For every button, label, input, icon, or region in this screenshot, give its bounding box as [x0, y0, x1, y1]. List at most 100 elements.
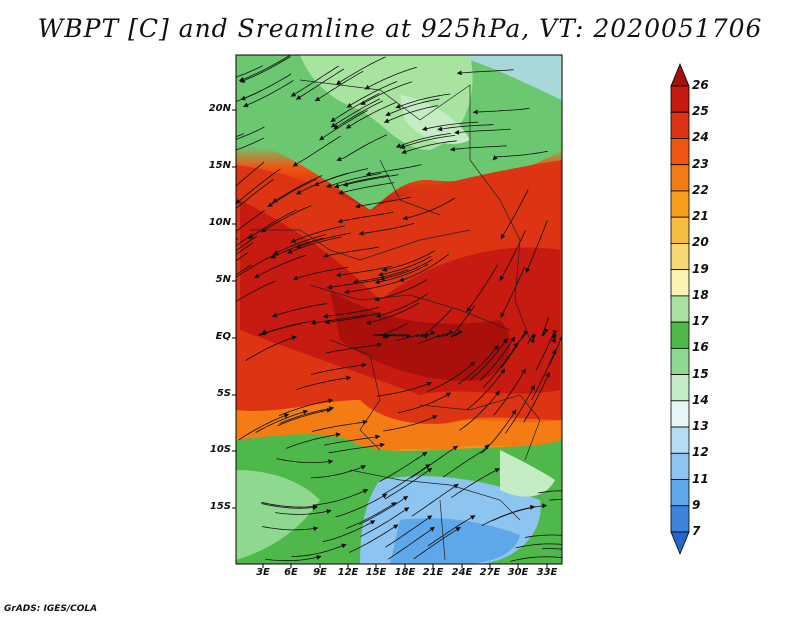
streamline-arrowhead [295, 190, 302, 195]
colorbar-label: 13 [692, 419, 709, 434]
streamline-arrowhead [511, 409, 517, 415]
streamline [523, 372, 550, 423]
streamline-arrowhead [376, 342, 383, 348]
streamline [457, 345, 499, 385]
streamline-arrowhead [457, 329, 463, 335]
streamline [311, 314, 368, 324]
lat-label: 10N [208, 217, 231, 228]
streamline [396, 93, 451, 109]
streamline-arrowhead [295, 95, 302, 100]
streamline-arrowhead [230, 210, 234, 214]
streamline-arrowhead [383, 118, 390, 123]
streamline [236, 264, 252, 276]
streamline [336, 56, 386, 85]
streamline [261, 205, 312, 233]
streamline-arrowhead [335, 432, 341, 438]
streamline [402, 140, 457, 154]
streamline-arrowhead [395, 143, 402, 148]
streamline [422, 121, 479, 130]
streamline [450, 145, 507, 151]
streamline [493, 368, 526, 416]
streamline [347, 81, 398, 108]
colorbar-swatch [670, 190, 690, 218]
streamline [417, 332, 450, 345]
colorbar-swatch [670, 269, 690, 297]
temperature-field [236, 55, 562, 564]
streamline [376, 382, 432, 397]
streamline [345, 502, 396, 529]
streamline-arrowhead [393, 524, 399, 529]
streamline-arrowhead [552, 329, 558, 336]
streamline [236, 235, 258, 252]
streamline [413, 527, 461, 560]
streamline-arrowhead [500, 234, 506, 240]
streamline [504, 385, 535, 434]
streamline [359, 222, 415, 235]
streamline [400, 135, 456, 149]
streamline [331, 98, 380, 128]
streamline-arrowhead [492, 155, 498, 161]
colorbar [670, 62, 690, 556]
streamline-arrowhead [333, 183, 340, 189]
streamline [291, 225, 345, 243]
streamline [236, 280, 276, 302]
streamline [403, 197, 456, 220]
streamline [324, 246, 380, 257]
streamline-arrowhead [254, 273, 260, 279]
streamline-arrowhead [499, 275, 505, 282]
streamline-arrowhead [455, 527, 461, 532]
streamline-arrowhead [273, 250, 279, 255]
colorbar-label: 12 [692, 445, 709, 460]
streamline [271, 237, 324, 259]
streamline-arrowhead [190, 145, 194, 149]
streamline-arrowhead [360, 465, 367, 470]
streamline [239, 55, 290, 81]
streamline-arrowhead [322, 313, 329, 319]
streamline [480, 409, 517, 454]
lat-label: 15N [208, 160, 231, 171]
lon-label: 9E [313, 567, 327, 578]
streamline-arrowhead [242, 102, 249, 108]
streamline-arrowhead [374, 279, 381, 285]
streamline [492, 150, 548, 161]
streamline [335, 493, 387, 518]
streamline [254, 254, 307, 278]
streamline-arrowhead [472, 109, 478, 115]
streamline [399, 253, 449, 282]
streamline-arrowhead [399, 144, 406, 149]
streamline-arrowhead [330, 117, 336, 122]
streamline-arrowhead [452, 445, 459, 451]
streamline [260, 320, 316, 335]
streamline [326, 343, 382, 354]
streamline-arrowhead [427, 467, 433, 473]
lon-label: 18E [394, 567, 416, 578]
streamline [466, 264, 499, 312]
streamline [236, 126, 265, 140]
streamline-arrowhead [370, 520, 376, 525]
colorbar-swatch [670, 138, 690, 166]
country-borders [250, 79, 541, 561]
colorbar-label: 7 [692, 524, 701, 538]
lat-label: 5S [216, 388, 231, 399]
streamline-arrowhead [313, 526, 319, 531]
streamline-arrowhead [326, 284, 333, 290]
streamline [387, 527, 435, 560]
streamline [469, 338, 508, 381]
lat-label: 5N [215, 274, 231, 285]
streamline [359, 496, 408, 525]
streamline [442, 444, 489, 478]
streamline [330, 93, 380, 122]
streamline [427, 361, 475, 392]
streamline-arrowhead [426, 381, 432, 387]
streamline-arrowhead [290, 238, 296, 243]
streamline-arrowhead [352, 279, 359, 284]
streamline [236, 178, 274, 210]
streamline-arrowhead [385, 111, 391, 116]
streamline [265, 556, 321, 562]
streamline-arrowhead [355, 203, 361, 209]
streamline-arrowhead [361, 362, 367, 368]
streamline-arrowhead [401, 149, 407, 154]
streamline [236, 252, 248, 262]
streamline [538, 490, 562, 494]
